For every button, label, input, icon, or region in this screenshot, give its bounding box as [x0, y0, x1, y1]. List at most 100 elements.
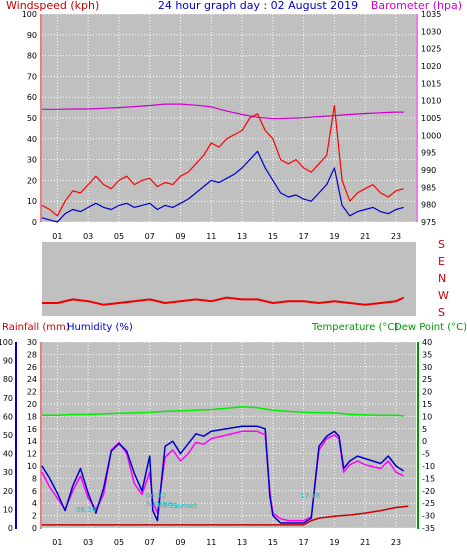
- temperature-tick: -25: [422, 499, 435, 508]
- hour-tick: 09: [175, 538, 185, 547]
- temperature-tick: -10: [422, 462, 435, 471]
- sunrise-annotation: 06:24: [76, 506, 97, 514]
- humidity-tick: 10: [3, 505, 13, 514]
- hour-tick: 19: [329, 538, 339, 547]
- hour-tick: 03: [83, 538, 93, 547]
- temperature-tick: 30: [422, 363, 432, 372]
- rainfall-tick: 6: [32, 487, 37, 496]
- humidity-tick: 80: [3, 375, 13, 384]
- windspeed-tick: 40: [27, 135, 37, 144]
- temperature-tick: 20: [422, 388, 432, 397]
- humidity-tick: 100: [0, 338, 13, 347]
- barometer-tick: 1015: [421, 79, 441, 88]
- hour-tick: 13: [237, 232, 247, 241]
- barometer-tick: 980: [421, 201, 436, 210]
- rainfall-tick: 18: [27, 412, 37, 421]
- windspeed-tick: 0: [32, 218, 37, 227]
- rainfall-tick: 2: [32, 512, 37, 521]
- hour-tick: 05: [114, 538, 124, 547]
- temperature-tick: 15: [422, 400, 432, 409]
- humidity-tick: 70: [3, 394, 13, 403]
- dewpoint-axis-title: Dew Point (°C): [394, 322, 467, 333]
- hour-tick: 13: [237, 538, 247, 547]
- humidity-tick: 60: [3, 412, 13, 421]
- rainfall-tick: 12: [27, 450, 37, 459]
- humidity-line: [41, 430, 405, 522]
- annotation-time-3: 17:18: [300, 492, 320, 500]
- temperature-tick: -30: [422, 512, 435, 521]
- graph-title: 24 hour graph day : 02 August 2019: [158, 0, 358, 12]
- hour-tick: 09: [175, 232, 185, 241]
- rainfall-tick: 28: [27, 350, 37, 359]
- annotation-sunrise-label: Sunrise: [146, 500, 172, 508]
- rainfall-tick: 26: [27, 363, 37, 372]
- temperature-tick: 0: [422, 437, 427, 446]
- windspeed-tick: 90: [27, 31, 37, 40]
- humidity-tick: 50: [3, 431, 13, 440]
- rainfall-tick: 8: [32, 474, 37, 483]
- rainfall-tick: 22: [27, 388, 37, 397]
- hour-tick: 17: [299, 232, 309, 241]
- barometer-tick: 1025: [421, 45, 441, 54]
- direction-label-n: N: [438, 272, 446, 285]
- sun-annotations: 06:24 06:22 Sunrise 06:31 Sunset 17:18: [76, 492, 320, 514]
- barometer-line: [42, 103, 404, 120]
- temperature-tick: -35: [422, 524, 435, 533]
- hour-tick: 19: [329, 232, 339, 241]
- wind-series: [41, 103, 404, 223]
- wind-gust-line: [41, 104, 404, 217]
- barometer-tick: 1030: [421, 27, 441, 36]
- barometer-tick: 975: [421, 218, 436, 227]
- annotation-time-2: 06:31: [158, 502, 178, 510]
- hour-tick: 23: [391, 538, 401, 547]
- hour-tick: 07: [145, 538, 155, 547]
- barometer-tick: 1020: [421, 62, 441, 71]
- hour-tick: 15: [268, 232, 278, 241]
- windspeed-axis-title: Windspeed (kph): [6, 0, 99, 12]
- rainfall-tick: 20: [27, 400, 37, 409]
- windspeed-tick: 60: [27, 93, 37, 102]
- humidity-tick: 90: [3, 357, 13, 366]
- rainfall-tick: 30: [27, 338, 37, 347]
- hour-tick: 11: [206, 232, 216, 241]
- windspeed-tick: 100: [22, 10, 37, 19]
- hour-tick: 05: [114, 232, 124, 241]
- temperature-tick-labels: 40 35 30 25 20 15 10 5 0 -5 -10 -15 -20 -25 -30 -35: [422, 338, 435, 533]
- annotation-sunset-label: Sunset: [173, 502, 197, 510]
- hour-tick: 11: [206, 538, 216, 547]
- rainfall-tick: 4: [32, 499, 37, 508]
- direction-label-s-top: S: [438, 238, 445, 251]
- windspeed-tick: 50: [27, 114, 37, 123]
- rainfall-tick: 24: [27, 375, 37, 384]
- humidity-tick-labels: 0 10 20 30 40 50 60 70 80 90 100: [0, 338, 13, 533]
- hour-tick: 17: [299, 538, 309, 547]
- annotation-time-1: 06:22: [146, 492, 166, 500]
- direction-label-w: W: [438, 289, 449, 302]
- temperature-tick: 40: [422, 338, 432, 347]
- hour-tick: 21: [360, 232, 370, 241]
- rainfall-line: [42, 505, 409, 526]
- rainfall-tick: 10: [27, 462, 37, 471]
- barometer-tick: 1035: [421, 10, 441, 19]
- hour-tick: 15: [268, 538, 278, 547]
- rainfall-axis-title: Rainfall (mm): [2, 322, 70, 333]
- temperature-line: [42, 405, 404, 417]
- barometer-tick: 1000: [421, 131, 441, 140]
- wind-grid: [42, 13, 416, 223]
- windspeed-tick-labels: 0 10 20 30 40 50 60 70 80 90 100: [22, 10, 37, 227]
- rainfall-tick: 16: [27, 425, 37, 434]
- windspeed-tick: 10: [27, 197, 37, 206]
- temperature-series: [41, 405, 409, 526]
- temperature-tick: 25: [422, 375, 432, 384]
- temperature-hour-labels: 01 03 05 07 09 11 13 15 17 19 21 23: [52, 538, 401, 547]
- humidity-tick: 0: [8, 524, 13, 533]
- temperature-tick: 35: [422, 350, 432, 359]
- wind-hour-labels: 01 03 05 07 09 11 13 15 17 19 21 23: [52, 232, 401, 241]
- windspeed-tick: 80: [27, 52, 37, 61]
- wind-average-line: [41, 150, 404, 223]
- barometer-tick: 985: [421, 183, 436, 192]
- hour-tick: 03: [83, 232, 93, 241]
- direction-line: [42, 296, 405, 306]
- barometer-tick: 995: [421, 149, 436, 158]
